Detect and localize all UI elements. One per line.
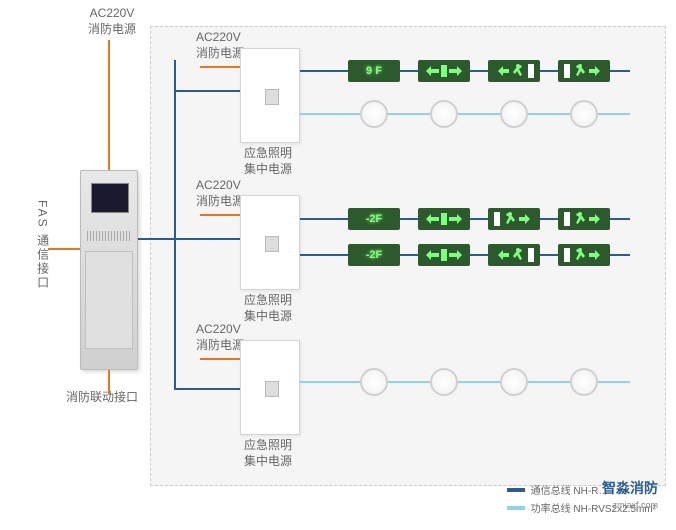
- fas-port-label: FAS 通信接口: [34, 200, 50, 290]
- light-r3-4: [570, 368, 598, 396]
- sign-exit-arrows-r2a: [418, 208, 470, 230]
- light-r3-3: [500, 368, 528, 396]
- cabinet-body: [85, 251, 133, 349]
- ac-label-r2: AC220V 消防电源: [196, 178, 244, 209]
- sign-run-left-r1: [488, 60, 540, 82]
- bus-r2: [174, 238, 240, 240]
- fire-link-label: 消防联动接口: [66, 390, 138, 406]
- light-r3-2: [430, 368, 458, 396]
- light-r1-2: [430, 100, 458, 128]
- controller-cabinet: [80, 170, 138, 370]
- ps-label-r3: 应急照明 集中电源: [244, 438, 292, 469]
- ps-label-r2: 应急照明 集中电源: [244, 293, 292, 324]
- light-r1-4: [570, 100, 598, 128]
- watermark-url: zmjaxf.com: [612, 500, 658, 510]
- bus-r1: [174, 90, 240, 92]
- ps-label-r1: 应急照明 集中电源: [244, 146, 292, 177]
- sign-exit-arrows-r2b: [418, 244, 470, 266]
- sign-run-right-r2a-1: [488, 208, 540, 230]
- sign-run-right-r2b: [558, 244, 610, 266]
- sign-run-right-r2a-2: [558, 208, 610, 230]
- sign-neg2f-a: -2F: [348, 208, 400, 230]
- sign-neg2f-b: -2F: [348, 244, 400, 266]
- power-box-r3: [240, 340, 300, 435]
- ac-power-label-top: AC220V 消防电源: [88, 6, 136, 37]
- power-box-r1: [240, 48, 300, 143]
- wire-fas-h: [48, 248, 80, 250]
- cabinet-vent: [87, 231, 131, 241]
- light-r1-1: [360, 100, 388, 128]
- sign-run-right-r1: [558, 60, 610, 82]
- wire-ac-down: [108, 40, 110, 170]
- sign-floor-9f: 9 F: [348, 60, 400, 82]
- ac-label-r1: AC220V 消防电源: [196, 30, 244, 61]
- sign-exit-arrows-r1: [418, 60, 470, 82]
- ac-wire-r3: [200, 358, 240, 360]
- light-r1-3: [500, 100, 528, 128]
- ac-label-r3: AC220V 消防电源: [196, 322, 244, 353]
- bus-r3: [174, 388, 240, 390]
- power-box-r2: [240, 195, 300, 290]
- watermark-title: 智淼消防: [602, 478, 658, 498]
- sign-run-left-r2b: [488, 244, 540, 266]
- bus-cab-out: [138, 238, 174, 240]
- ac-wire-r1: [200, 66, 240, 68]
- cabinet-screen: [91, 183, 129, 213]
- light-r3-1: [360, 368, 388, 396]
- ac-wire-r2: [200, 214, 240, 216]
- bus-trunk: [174, 60, 176, 390]
- wire-firelink: [108, 370, 110, 394]
